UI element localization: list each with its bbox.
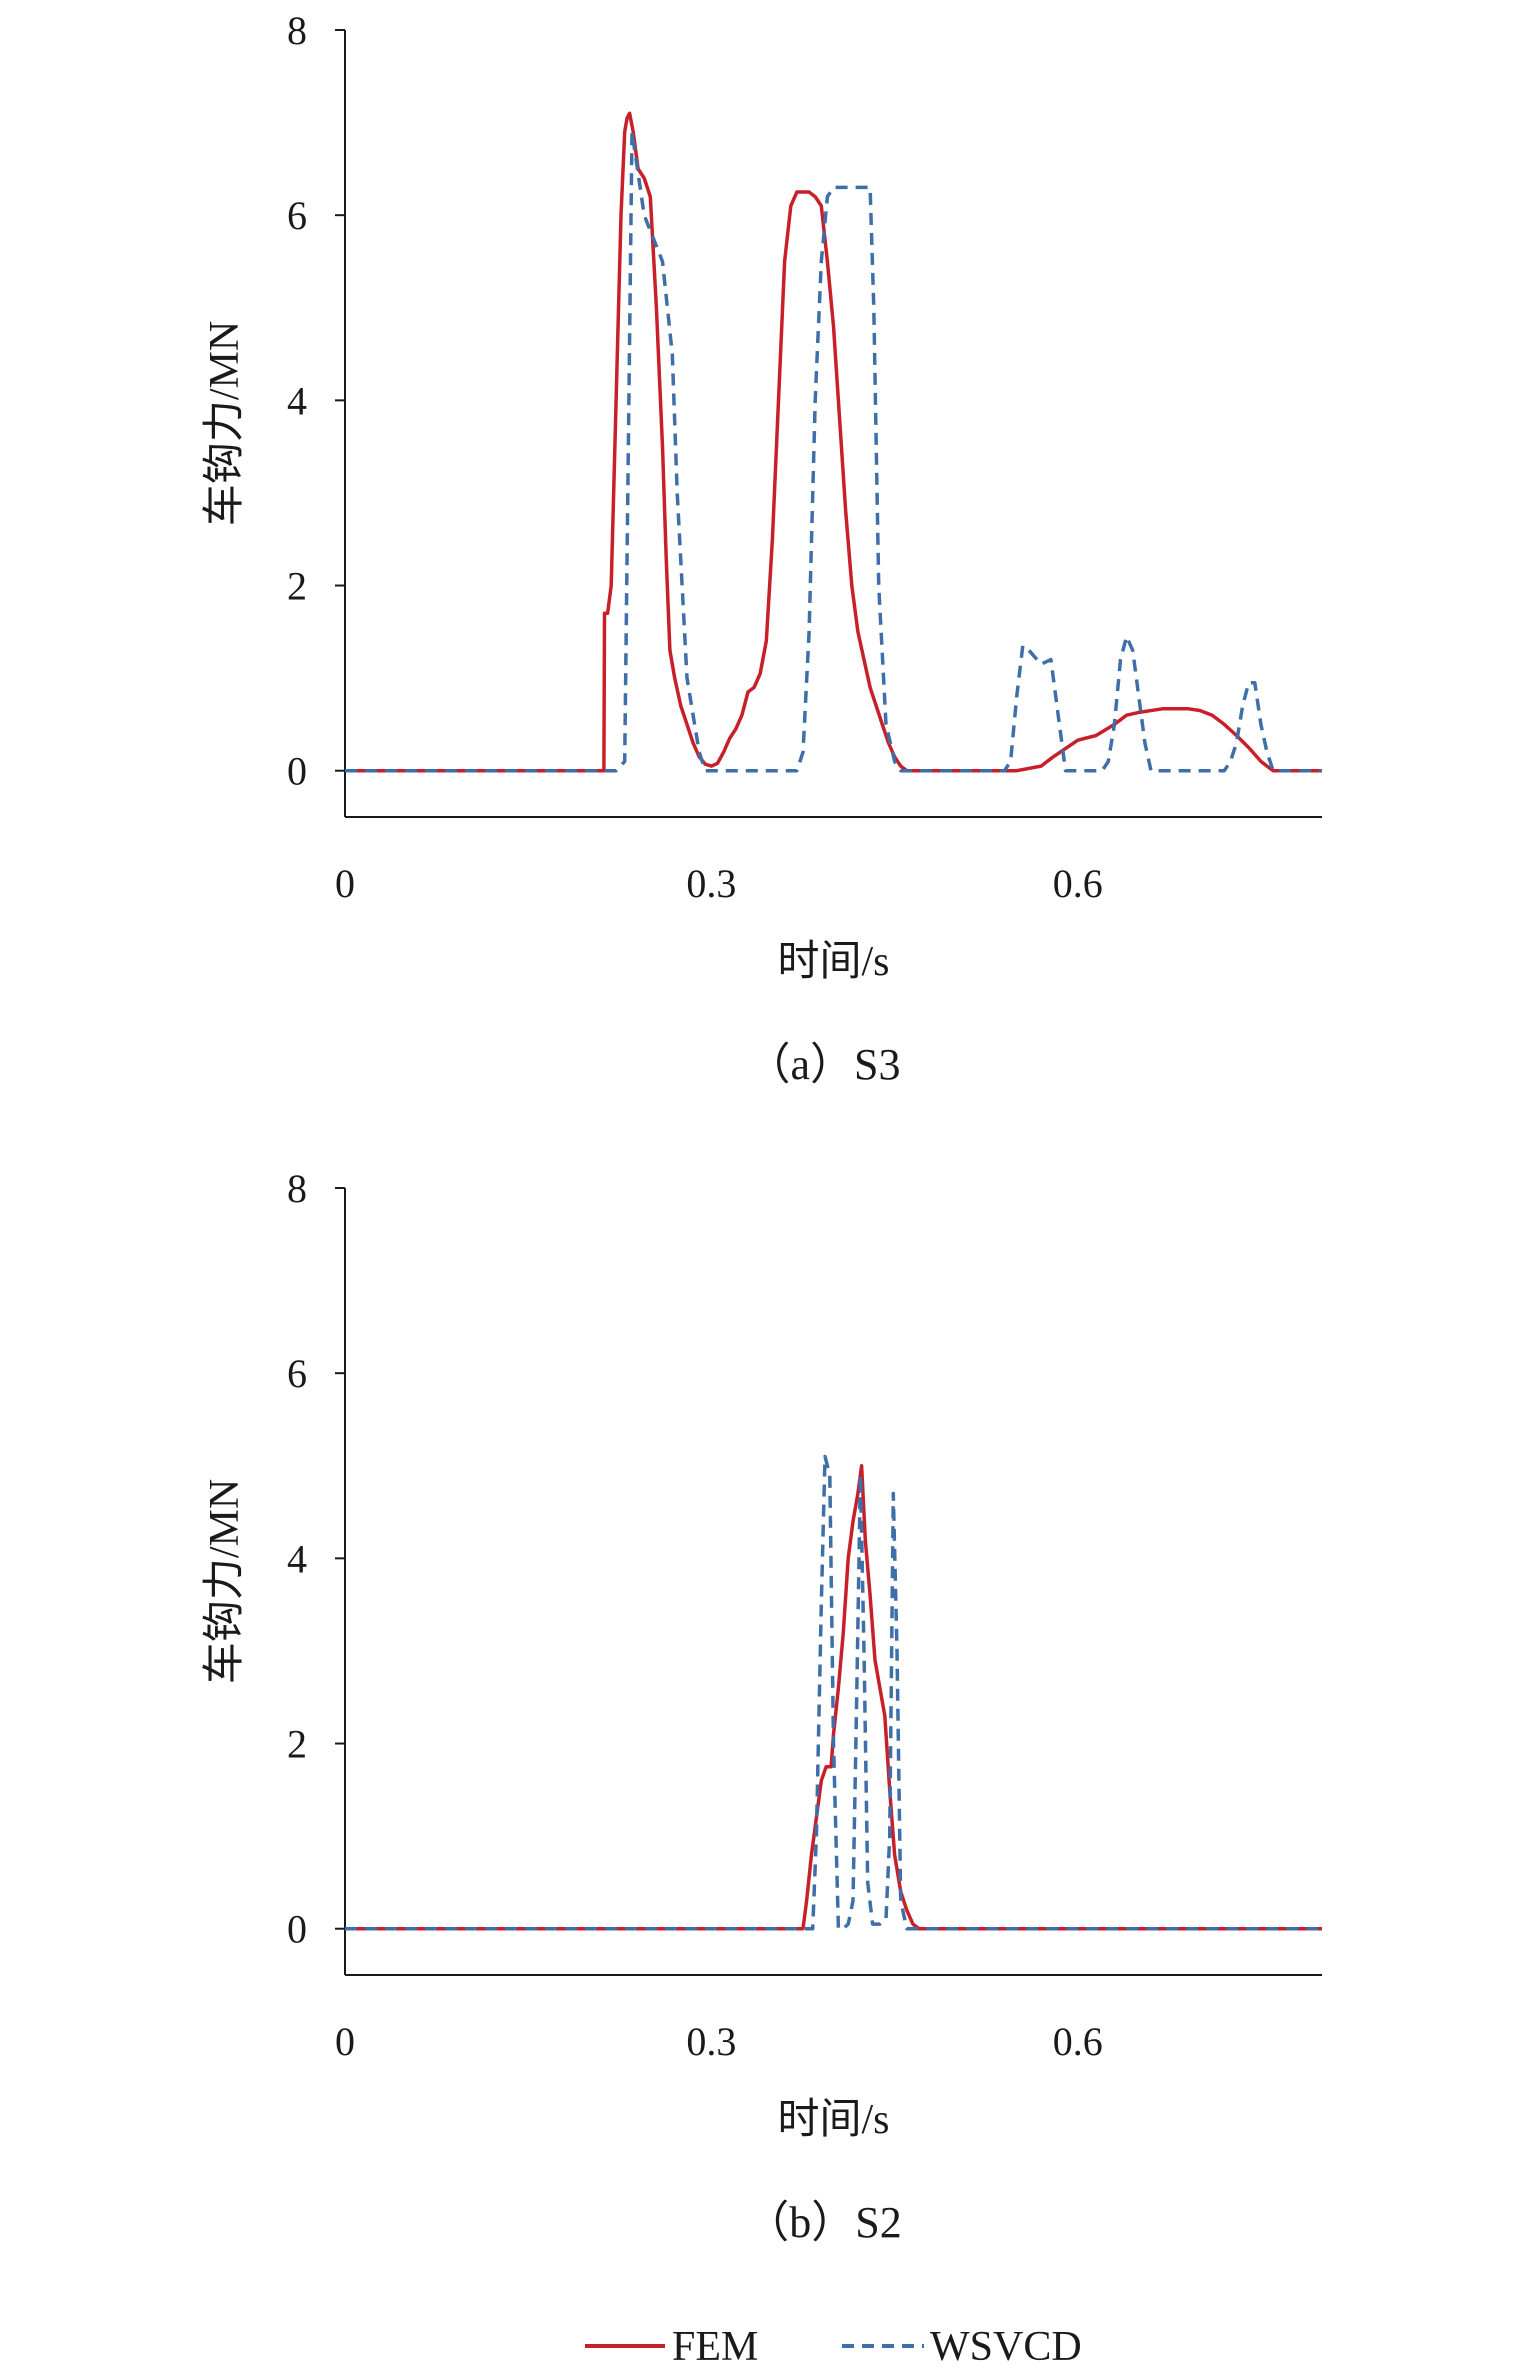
series-line-fem: [345, 111, 1322, 773]
y-tick-label: 0: [287, 1907, 307, 1952]
y-tick-label: 8: [287, 8, 307, 53]
legend: FEM WSVCD: [585, 2324, 1082, 2370]
x-tick-label: 0: [335, 861, 355, 906]
y-tick-label: 2: [287, 564, 307, 609]
legend-label-fem: FEM: [672, 2324, 758, 2370]
y-axis-title: 车钩力/MN: [202, 321, 248, 526]
x-tick-label: 0.6: [1053, 2019, 1103, 2064]
series-line-wsvcd: [345, 130, 1322, 773]
legend-label-wsvcd: WSVCD: [930, 2324, 1082, 2370]
y-tick-label: 6: [287, 193, 307, 238]
x-axis-title: 时间/s: [777, 939, 889, 985]
x-tick-label: 0: [335, 2019, 355, 2064]
y-tick-label: 0: [287, 749, 307, 794]
y-axis-title: 车钩力/MN: [202, 1479, 248, 1684]
x-tick-label: 0.6: [1053, 861, 1103, 906]
x-tick-label: 0.3: [686, 861, 736, 906]
y-tick-label: 6: [287, 1351, 307, 1396]
panel-caption: （b）S2: [745, 2198, 901, 2247]
x-axis-title: 时间/s: [777, 2097, 889, 2143]
y-tick-label: 2: [287, 1722, 307, 1767]
series-line-wsvcd: [345, 1454, 1322, 1931]
y-tick-label: 8: [287, 1166, 307, 1211]
x-tick-label: 0.3: [686, 2019, 736, 2064]
y-tick-label: 4: [287, 378, 307, 423]
y-tick-label: 4: [287, 1536, 307, 1581]
panel-a: 0 2 4 6 8 0 0.3 0.6 时间/s 车钩力/MN （a）S3: [202, 8, 1322, 1089]
panel-b: 0 2 4 6 8 0 0.3 0.6 时间/s 车钩力/MN （b）S2: [202, 1166, 1322, 2247]
panel-caption: （a）S3: [747, 1040, 901, 1089]
